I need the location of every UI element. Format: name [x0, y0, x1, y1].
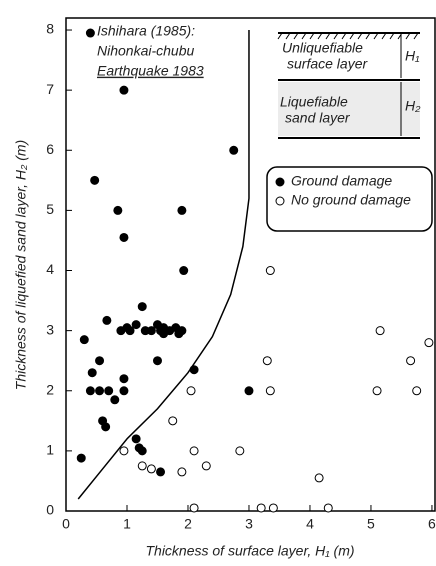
y-tick-label: 8: [46, 21, 54, 37]
point: [113, 205, 123, 215]
point: [159, 329, 169, 339]
point: [131, 434, 141, 444]
plot-frame: [65, 17, 436, 512]
point: [131, 320, 141, 330]
inset-diagram: Unliquefiable surface layer Liquefiable …: [277, 32, 421, 139]
point: [177, 467, 187, 477]
point: [156, 467, 166, 477]
legend-box: [266, 166, 433, 232]
y-tick-label: 5: [46, 201, 54, 217]
legend-label: Ground damage: [291, 173, 392, 189]
inset-label: surface layer: [287, 56, 368, 72]
point: [119, 374, 129, 384]
point: [137, 302, 147, 312]
point: [90, 175, 100, 185]
annotation: Nihonkai-chubu: [97, 43, 194, 59]
point: [119, 386, 129, 396]
point: [102, 315, 112, 325]
point: [256, 503, 266, 513]
point: [119, 446, 129, 456]
y-tick-label: 3: [46, 321, 54, 337]
x-tick-label: 4: [306, 516, 314, 532]
point: [168, 416, 178, 426]
point: [323, 503, 333, 513]
point: [174, 329, 184, 339]
point: [375, 326, 385, 336]
point: [268, 503, 278, 513]
point: [152, 320, 162, 330]
point: [101, 422, 111, 432]
point: [235, 446, 245, 456]
y-tick-label: 2: [46, 381, 54, 397]
point: [186, 386, 196, 396]
y-tick-label: 6: [46, 141, 54, 157]
x-axis-label: Thickness of surface layer, H₁ (m): [145, 543, 354, 559]
y-tick-label: 7: [46, 81, 54, 97]
point: [406, 356, 416, 366]
point: [110, 395, 120, 405]
point: [179, 266, 189, 276]
legend-marker: [275, 177, 285, 187]
inset-label: H₁: [405, 48, 420, 64]
point: [152, 356, 162, 366]
point: [119, 85, 129, 95]
point: [189, 503, 199, 513]
point: [85, 28, 95, 38]
point: [95, 356, 105, 366]
x-tick-label: 6: [428, 516, 436, 532]
y-tick-label: 1: [46, 442, 54, 458]
y-tick-label: 4: [46, 261, 54, 277]
point: [137, 446, 147, 456]
x-tick-label: 1: [123, 516, 131, 532]
point: [201, 461, 211, 471]
point: [104, 386, 114, 396]
inset-label: Unliquefiable: [282, 40, 363, 56]
point: [85, 386, 95, 396]
annotation: Earthquake 1983: [97, 63, 204, 79]
annotation: Ishihara (1985):: [97, 23, 195, 39]
point: [424, 338, 434, 348]
point: [189, 365, 199, 375]
point: [125, 326, 135, 336]
point: [177, 205, 187, 215]
point: [244, 386, 254, 396]
point: [95, 386, 105, 396]
boundary-curve: [77, 30, 250, 500]
y-tick-label: 0: [46, 502, 54, 518]
point: [314, 473, 324, 483]
inset-label: H₂: [405, 98, 421, 114]
legend-label: No ground damage: [291, 192, 411, 208]
point: [146, 326, 156, 336]
legend-marker: [275, 196, 285, 206]
point: [87, 368, 97, 378]
point: [265, 386, 275, 396]
x-tick-label: 2: [184, 516, 192, 532]
point: [265, 266, 275, 276]
y-axis-label: Thickness of liquefied sand layer, H₂ (m…: [13, 140, 29, 390]
x-tick-label: 0: [62, 516, 70, 532]
point: [372, 386, 382, 396]
x-tick-label: 3: [245, 516, 253, 532]
inset-label: Liquefiable: [280, 94, 348, 110]
point: [146, 464, 156, 474]
point: [79, 335, 89, 345]
point: [229, 145, 239, 155]
point: [76, 453, 86, 463]
point: [119, 232, 129, 242]
point: [189, 446, 199, 456]
x-tick-label: 5: [367, 516, 375, 532]
point: [137, 461, 147, 471]
point: [412, 386, 422, 396]
point: [262, 356, 272, 366]
inset-label: sand layer: [285, 110, 351, 126]
